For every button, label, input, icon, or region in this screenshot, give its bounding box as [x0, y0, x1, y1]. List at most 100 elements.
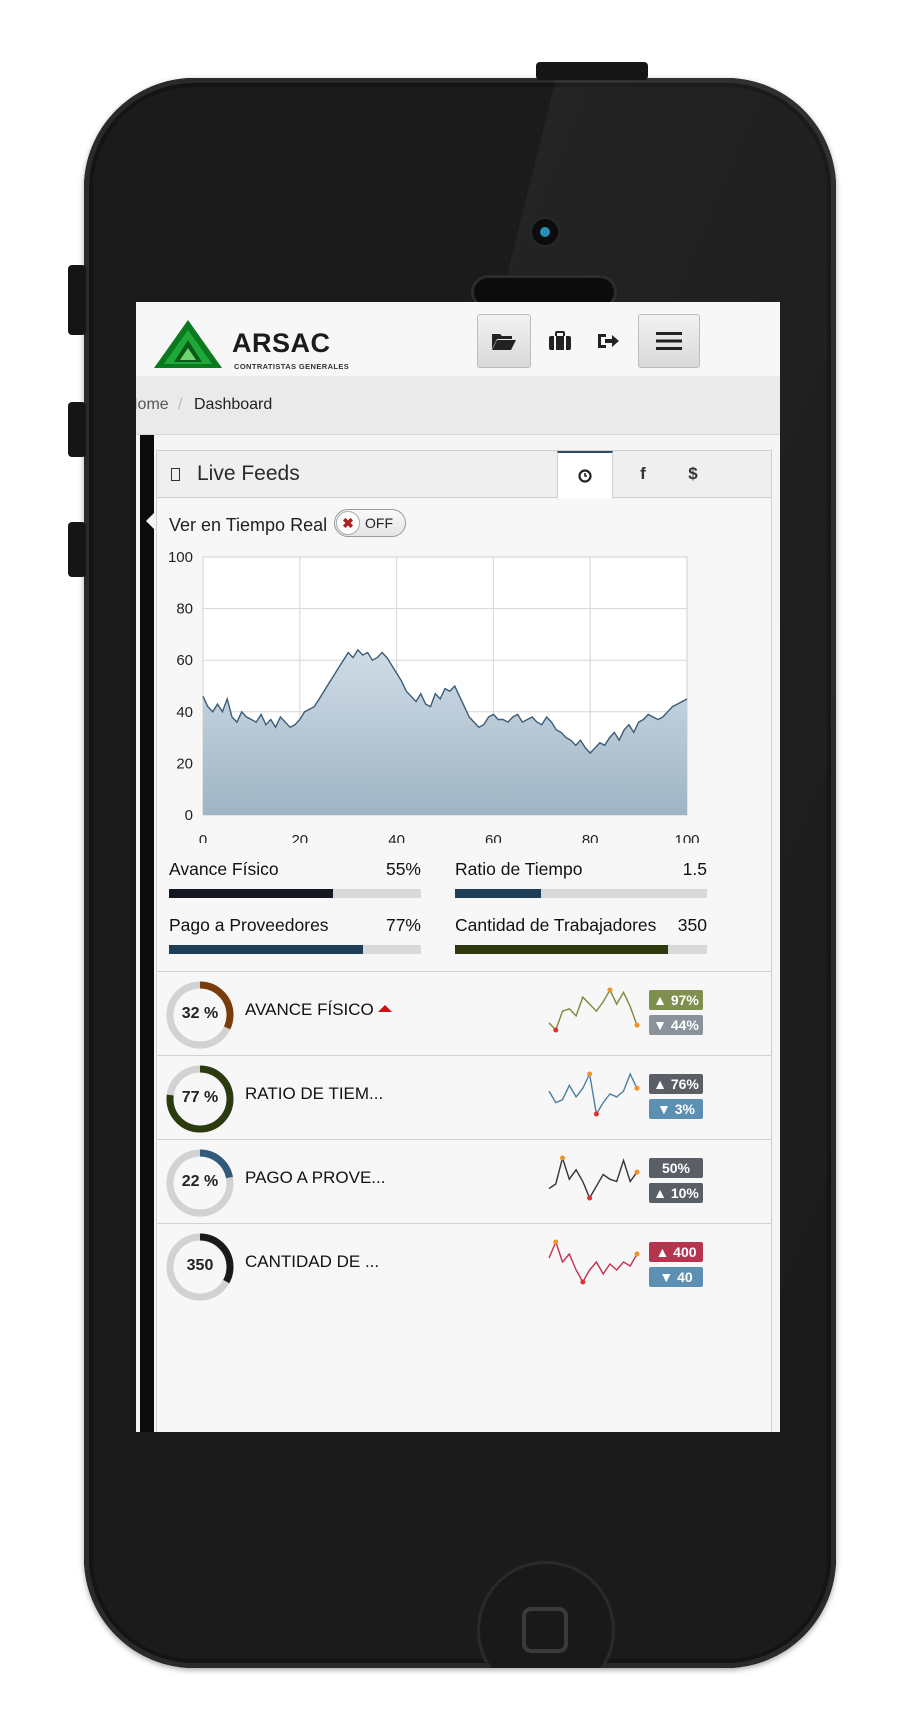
dollar-icon: $: [688, 464, 698, 483]
sign-out-icon: [598, 334, 619, 348]
metric-progress-fill: [455, 889, 541, 898]
metric-progress-track: [455, 945, 707, 954]
stat-badge: ▲ 76%: [649, 1074, 703, 1094]
breadcrumb-separator: /: [178, 396, 183, 413]
folder-button[interactable]: [477, 314, 531, 368]
donut-fill: [166, 1065, 234, 1133]
x-tick-label: 0: [199, 832, 207, 843]
metric-label: Pago a Proveedores: [169, 915, 329, 935]
feed-icon: [171, 468, 180, 481]
sidebar-edge: [140, 374, 154, 1432]
donut-chart: [166, 1149, 234, 1217]
donut-chart: [166, 981, 234, 1049]
x-tick-label: 20: [291, 832, 308, 843]
stat-badge: ▼ 3%: [649, 1099, 703, 1119]
realtime-label: Ver en Tiempo Real: [169, 515, 328, 535]
menu-button[interactable]: [638, 314, 700, 368]
x-tick-label: 100: [674, 832, 699, 843]
stat-row[interactable]: 350 CANTIDAD DE ... ▲ 400 ▼ 40: [157, 1223, 771, 1308]
breadcrumb-home-link[interactable]: Home: [136, 396, 169, 413]
sparkline-end-point: [634, 1085, 640, 1091]
stat-badge: ▲ 97%: [649, 990, 703, 1010]
trend-up-icon: [377, 1005, 392, 1012]
stat-row[interactable]: 77 % RATIO DE TIEM... ▲ 76% ▼ 3%: [157, 1055, 771, 1140]
donut-fill: [166, 1149, 234, 1217]
sparkline-end-point: [634, 1022, 640, 1028]
sparkline: [548, 1071, 640, 1117]
live-feeds-panel: Live Feeds f $ Ver en Tiempo Real ✖ OFF …: [156, 450, 772, 1432]
volume-down-button: [68, 522, 86, 577]
sparkline-max-point: [560, 1155, 566, 1161]
sparkline-min-point: [593, 1111, 599, 1117]
briefcase-button[interactable]: [536, 314, 584, 368]
y-tick-label: 60: [176, 652, 193, 669]
x-tick-label: 40: [388, 832, 405, 843]
logo-subtitle: CONTRATISTAS GENERALES: [234, 362, 350, 371]
donut-value: 77 %: [181, 1089, 219, 1106]
stat-title: PAGO A PROVE...: [245, 1168, 386, 1187]
metric-label: Avance Físico: [169, 859, 279, 879]
series-line: [202, 648, 688, 755]
metric-progress-track: [169, 889, 421, 898]
logo-name: ARSAC: [232, 328, 331, 358]
realtime-toggle[interactable]: ✖ OFF: [334, 509, 406, 537]
y-tick-label: 100: [168, 549, 193, 566]
sidebar-pointer: [146, 512, 155, 530]
stat-row[interactable]: 32 % AVANCE FÍSICO ▲ 97% ▼ 44%: [157, 971, 771, 1056]
metric-label: Cantidad de Trabajadores: [455, 915, 657, 935]
sparkline-min-point: [553, 1027, 559, 1033]
front-camera: [532, 219, 558, 245]
mute-switch: [68, 265, 86, 335]
sparkline-line: [548, 1240, 638, 1284]
facebook-icon: f: [640, 464, 646, 483]
close-icon: ✖: [336, 511, 360, 535]
sparkline-line: [548, 1155, 638, 1200]
metric-value: 77%: [385, 915, 421, 935]
metric-2: Pago a Proveedores 77%: [169, 915, 421, 957]
y-tick-label: 80: [176, 601, 193, 618]
stat-row[interactable]: 22 % PAGO A PROVE... 50% ▲ 10%: [157, 1139, 771, 1224]
metric-3: Cantidad de Trabajadores 350: [455, 915, 707, 957]
clock-icon: [578, 469, 592, 483]
app-header: ARSAC CONTRATISTAS GENERALES: [136, 302, 780, 377]
panel-title: Live Feeds: [197, 462, 300, 485]
power-button: [536, 62, 648, 80]
hamburger-icon: [656, 332, 682, 350]
metric-1: Ratio de Tiempo 1.5: [455, 859, 707, 901]
tab-facebook[interactable]: f: [615, 451, 671, 497]
sparkline: [548, 987, 640, 1033]
phone-screen: ARSAC CONTRATISTAS GENERALES Home / Dash…: [136, 302, 780, 1432]
metric-progress-fill: [169, 889, 333, 898]
donut-value: 22 %: [181, 1173, 219, 1190]
sparkline-line: [548, 1071, 638, 1116]
x-tick-label: 60: [485, 832, 502, 843]
home-square-icon: [522, 1607, 568, 1653]
breadcrumb: Home / Dashboard: [136, 376, 780, 435]
donut-fill: [166, 981, 234, 1049]
sparkline-max-point: [553, 1239, 559, 1245]
sparkline-line: [548, 988, 638, 1032]
home-button[interactable]: [477, 1561, 615, 1668]
sparkline-min-point: [580, 1279, 586, 1285]
tab-clock[interactable]: [557, 451, 613, 499]
tab-dollar[interactable]: $: [665, 451, 721, 497]
donut-value: 32 %: [181, 1005, 219, 1022]
donut-chart: [166, 1233, 234, 1301]
metric-value: 55%: [385, 859, 421, 879]
logout-button[interactable]: [584, 314, 632, 368]
briefcase-icon: [549, 331, 571, 350]
sparkline-max-point: [587, 1071, 593, 1077]
metric-progress-track: [169, 945, 421, 954]
y-tick-label: 20: [176, 755, 193, 772]
metric-progress-fill: [169, 945, 364, 954]
stat-title: RATIO DE TIEM...: [245, 1084, 384, 1103]
donut-value: 350: [186, 1257, 214, 1274]
stat-badge: ▼ 44%: [649, 1015, 703, 1035]
stat-badge: 50%: [649, 1158, 703, 1178]
volume-up-button: [68, 402, 86, 457]
stat-badge: ▼ 40: [649, 1267, 703, 1287]
metric-progress-track: [455, 889, 707, 898]
metric-progress-fill: [455, 945, 668, 954]
arsac-logo[interactable]: ARSAC CONTRATISTAS GENERALES: [152, 318, 352, 374]
toggle-state: OFF: [365, 515, 393, 531]
